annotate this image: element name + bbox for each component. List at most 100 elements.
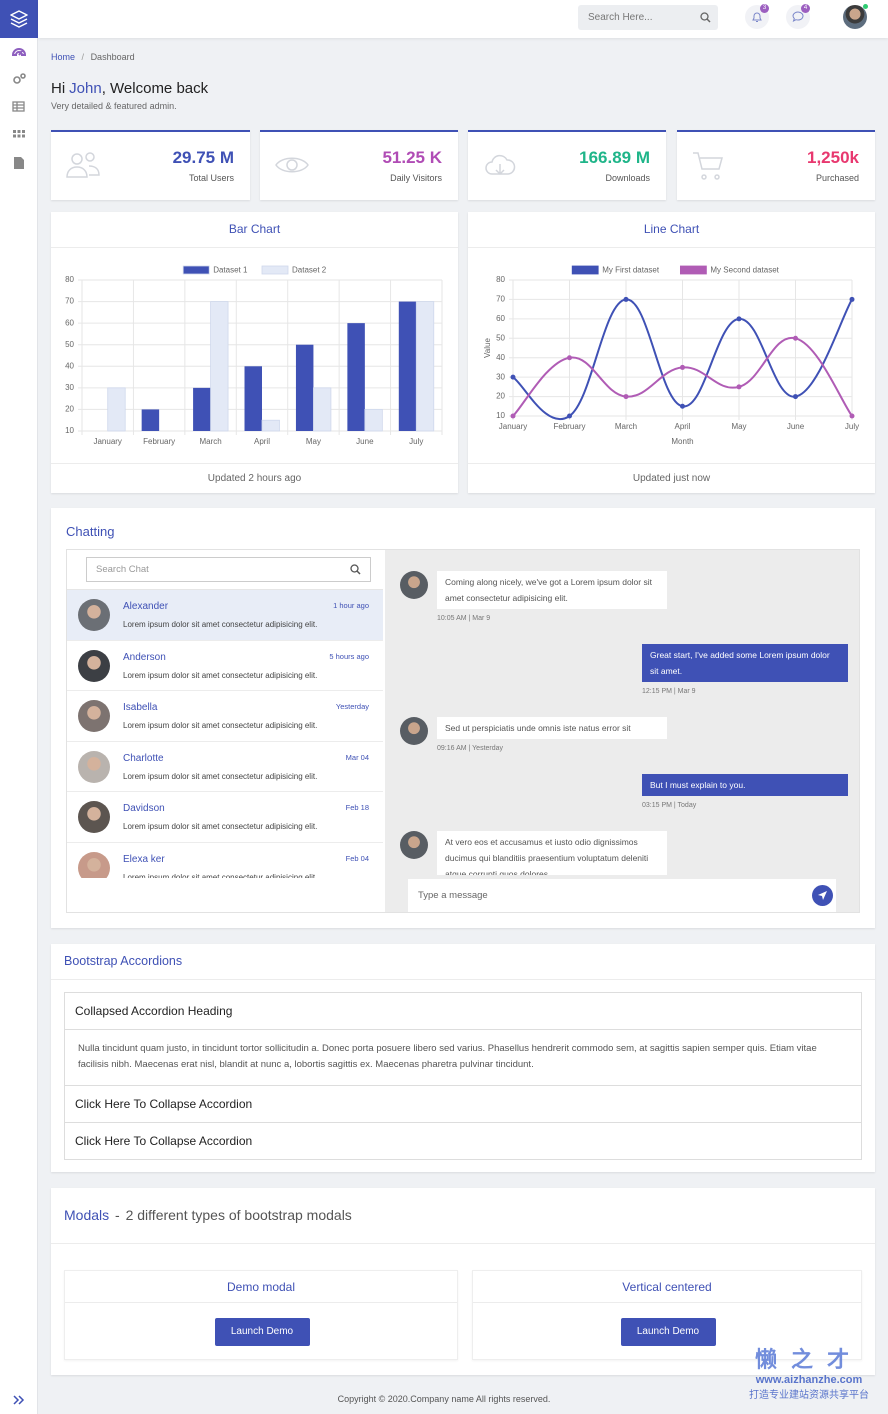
gear	[20, 73, 26, 79]
outgoing-message: But I must explain to you. 03:15 PM | Tod…	[642, 774, 848, 811]
y-tick-label: 40	[496, 353, 505, 362]
accordion-heading[interactable]: Collapsed Accordion Heading	[75, 1004, 233, 1018]
contact[interactable]: Isabella Yesterday Lorem ipsum dolor sit a…	[67, 691, 383, 742]
point	[510, 413, 516, 419]
x-tick-label: January	[93, 437, 121, 446]
modals-card: Modals - 2 different types of bootstrap …	[51, 1188, 875, 1375]
y-tick-label: 80	[496, 275, 505, 284]
message-meta: 09:16 AM | Yesterday	[437, 745, 504, 752]
launch-button[interactable]: Launch Demo	[620, 1318, 716, 1346]
contact[interactable]: Alexander 1 hour ago Lorem ipsum dolor sit…	[67, 590, 383, 641]
contact-name: Davidson	[123, 803, 165, 814]
modals-separator: -	[115, 1207, 120, 1223]
chat-icon	[792, 11, 804, 23]
y-tick-label: 60	[65, 318, 74, 327]
search-box[interactable]: Search Here...	[578, 5, 718, 30]
modal-demo-title: Demo modal	[226, 1280, 296, 1294]
notification-badge: 3	[760, 4, 769, 13]
chart-title: Line Chart	[643, 222, 700, 236]
nav-pages[interactable]	[14, 157, 24, 169]
bar	[210, 301, 229, 432]
stat-card: 166.89 M Downloads	[468, 130, 666, 200]
chart-card: Bar Chart Updated 2 hours ago 10 20 30 40 50 60…	[51, 212, 458, 493]
layers-shape	[10, 10, 28, 28]
watermark-url: www.aizhanzhe.com	[755, 1374, 863, 1386]
bar	[261, 419, 280, 432]
lens	[350, 564, 359, 573]
message-text: But I must explain to you.	[642, 774, 848, 796]
nav-tables[interactable]	[12, 101, 25, 112]
contact-name: Elexa ker	[123, 853, 165, 865]
y-tick-label: 20	[65, 405, 74, 414]
legend-label: My Second dataset	[710, 266, 779, 275]
modal-demo-card: Demo modal Launch Demo	[64, 1270, 458, 1360]
logo[interactable]	[0, 0, 38, 38]
y-tick-label: 60	[496, 314, 505, 323]
user-avatar[interactable]	[843, 5, 867, 29]
x-tick-label: January	[499, 422, 527, 431]
message-input[interactable]: Type a message	[408, 879, 836, 912]
contact[interactable]: Elexa ker Feb 04 Lorem ipsum dolor sit ame…	[67, 842, 383, 878]
stat-icon	[693, 152, 723, 180]
y-tick-label: 50	[65, 340, 74, 349]
point	[567, 355, 572, 361]
contact-name: Charlotte	[123, 752, 164, 764]
x-tick-label: April	[674, 422, 690, 431]
accordion-heading[interactable]: Click Here To Collapse Accordion	[75, 1097, 253, 1111]
bell	[752, 12, 762, 22]
y-tick-label: 20	[496, 392, 505, 401]
incoming-message: At vero eos et accusamus et iusto odio d…	[400, 831, 667, 875]
x-tick-label: April	[254, 437, 270, 446]
send-button[interactable]	[812, 885, 833, 906]
welcome-heading: Hi John, Welcome back	[51, 80, 208, 97]
nav-settings[interactable]	[13, 73, 26, 84]
divider	[51, 979, 875, 980]
chart-footer: Updated 2 hours ago	[207, 473, 302, 484]
contact-name: Isabella	[123, 702, 158, 713]
message-text: At vero eos et accusamus et iusto odio d…	[437, 831, 667, 875]
contact-avatar	[78, 801, 110, 833]
point	[849, 413, 855, 419]
contact-time: Feb 04	[345, 853, 369, 863]
y-tick-label: 70	[496, 295, 505, 304]
sidebar	[0, 0, 38, 1414]
legend-label: Dataset 1	[213, 266, 248, 275]
watermark-brand: 懒之才	[754, 1347, 863, 1372]
modals-heading: Modals - 2 different types of bootstrap …	[64, 1207, 352, 1223]
accordion-title: Bootstrap Accordions	[64, 954, 183, 968]
app-dot	[17, 134, 21, 138]
point	[793, 394, 798, 400]
nav-icons	[11, 48, 27, 169]
nav-dashboard[interactable]	[11, 48, 27, 56]
conversation: Coming along nicely, we've got a Lorem i…	[385, 550, 859, 912]
y-tick-label: 50	[496, 333, 505, 342]
x-tick-label: February	[143, 437, 175, 446]
icon-shape	[275, 157, 309, 173]
message-placeholder: Type a message	[418, 890, 488, 901]
nav-apps[interactable]	[13, 130, 25, 138]
message-meta: 10:05 AM | Mar 9	[437, 615, 491, 622]
message-text: Great start, I've added some Lorem ipsum…	[642, 644, 848, 682]
point	[623, 296, 629, 302]
contact[interactable]: Davidson Feb 18 Lorem ipsum dolor sit amet…	[67, 792, 383, 843]
stat-value: 1,250k	[807, 148, 859, 167]
point	[623, 394, 629, 400]
breadcrumb-link[interactable]: Home	[51, 52, 76, 62]
bar	[193, 387, 211, 431]
x-tick-label: July	[845, 422, 859, 431]
sidebar-toggle[interactable]	[13, 1395, 25, 1405]
contact[interactable]: Anderson 5 hours ago Lorem ipsum dolor sit…	[67, 640, 383, 691]
launch-button[interactable]: Launch Demo	[214, 1318, 310, 1346]
chat-search[interactable]: Search Chat	[86, 557, 371, 582]
message-list: Coming along nicely, we've got a Lorem i…	[385, 550, 859, 875]
chat-search-placeholder: Search Chat	[96, 564, 149, 575]
contact-preview: Lorem ipsum dolor sit amet consectetur a…	[123, 721, 318, 730]
app-dot	[22, 130, 25, 133]
contact[interactable]: Charlotte Mar 04 Lorem ipsum dolor sit ame…	[67, 741, 383, 792]
accordion-heading[interactable]: Click Here To Collapse Accordion	[75, 1134, 253, 1148]
stat-label: Total Users	[188, 173, 234, 183]
point	[849, 296, 855, 302]
send-icon	[818, 891, 827, 900]
chevrons	[13, 1395, 25, 1405]
bar	[107, 387, 126, 432]
